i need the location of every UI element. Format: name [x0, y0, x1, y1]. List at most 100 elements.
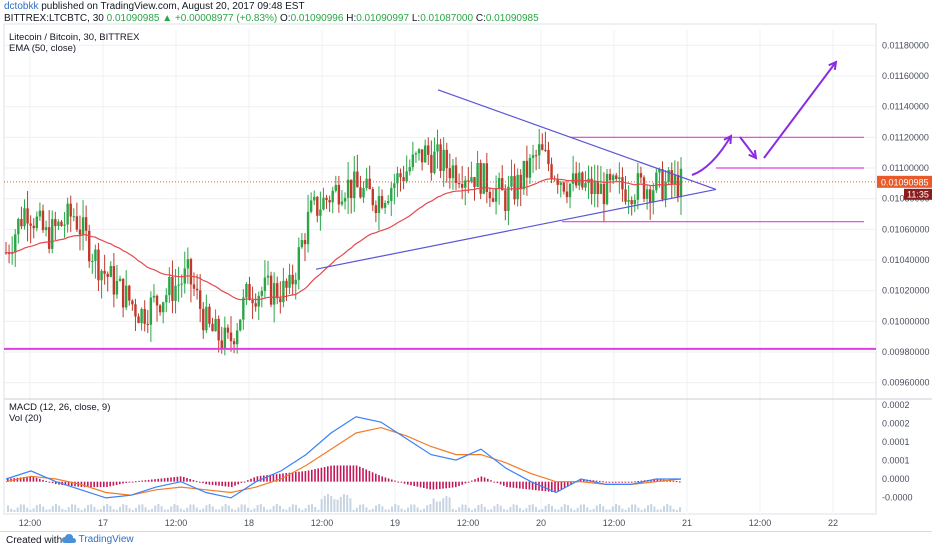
- histogram-bar: [506, 481, 508, 488]
- candle-body: [100, 270, 103, 281]
- volume-bar: [384, 509, 387, 512]
- histogram-bar: [141, 480, 143, 482]
- volume-bar: [205, 505, 208, 512]
- candle-body: [263, 277, 267, 291]
- chart-frame: [3, 23, 877, 515]
- histogram-bar: [439, 481, 441, 489]
- histogram-bar: [413, 481, 415, 486]
- candle: [488, 187, 492, 207]
- candle: [393, 173, 396, 205]
- time-tick-label: 12:00: [749, 518, 772, 528]
- histogram-bar: [375, 473, 377, 482]
- volume-bar: [67, 507, 70, 512]
- candle-body: [571, 173, 575, 184]
- candle-body: [125, 285, 128, 308]
- candle: [309, 192, 313, 214]
- candle: [263, 260, 267, 298]
- volume-bar: [35, 505, 38, 512]
- trading-chart[interactable]: 0.01180000 0.01160000 0.01140000 0.01120000…: [0, 0, 932, 531]
- candle-body: [423, 145, 427, 163]
- volume-bar: [403, 509, 406, 512]
- volume-bar: [432, 498, 435, 512]
- candle-body: [488, 191, 492, 199]
- volume-bar: [39, 504, 41, 512]
- histogram-bar: [615, 481, 617, 483]
- publish-text: published on TradingView.com, August 20,…: [41, 1, 305, 12]
- macd-title: MACD (12, 26, close, 9): [9, 402, 110, 413]
- price-tick-label: 0.01040000: [882, 255, 930, 265]
- candle-body: [615, 175, 618, 180]
- candle-body: [297, 247, 301, 280]
- histogram-bar: [122, 481, 124, 484]
- candle-body: [26, 208, 29, 224]
- candle-body: [627, 200, 630, 202]
- volume-bar: [416, 507, 419, 512]
- ema-line: [6, 178, 682, 301]
- time-tick-label: 21: [682, 518, 692, 528]
- candle: [155, 294, 159, 322]
- candle: [88, 224, 91, 268]
- histogram-bar: [407, 481, 409, 485]
- histogram-bar: [199, 481, 201, 483]
- histogram-bar: [323, 467, 326, 482]
- candle-body: [20, 219, 23, 227]
- histogram-bar: [247, 480, 249, 482]
- arrow-3: [763, 61, 837, 159]
- candle: [297, 237, 301, 290]
- candle: [652, 182, 655, 215]
- volume-bar: [26, 507, 29, 512]
- time-tick-label: 12:00: [603, 518, 626, 528]
- histogram-bar: [106, 481, 108, 488]
- histogram-bar: [531, 481, 534, 490]
- volume-bar: [461, 504, 464, 512]
- candle: [374, 200, 378, 223]
- candle-body: [60, 221, 63, 226]
- histogram-bar: [157, 478, 159, 482]
- histogram-bar: [103, 481, 105, 488]
- last-price: 0.01090985: [106, 13, 160, 24]
- volume-bar: [618, 505, 621, 512]
- author-name[interactable]: dctobkk: [4, 1, 39, 12]
- volume-bar: [480, 504, 483, 512]
- volume-bar: [138, 504, 141, 512]
- candle: [467, 167, 470, 194]
- volume-bar: [397, 505, 400, 512]
- candle: [331, 186, 334, 214]
- volume-bar: [557, 509, 560, 512]
- volume-bar: [51, 506, 54, 512]
- histogram-bar: [640, 480, 643, 482]
- histogram-bar: [48, 481, 51, 483]
- candle-body: [371, 189, 374, 206]
- volume-bar: [218, 509, 221, 512]
- volume-bar: [599, 504, 601, 512]
- candle-body: [81, 217, 85, 235]
- histogram-bar: [295, 472, 297, 482]
- candle: [655, 168, 658, 193]
- volume-bar: [531, 504, 534, 512]
- volume-bar: [429, 504, 432, 512]
- histogram-bar: [522, 481, 524, 489]
- histogram-bar: [237, 481, 239, 485]
- histogram-bar: [288, 472, 291, 482]
- candle-body: [257, 295, 260, 307]
- volume-bar: [371, 508, 374, 512]
- candle-body: [584, 183, 587, 188]
- candle: [248, 276, 251, 301]
- volume-bar: [154, 505, 157, 512]
- histogram-bar: [656, 479, 659, 482]
- volume-bar: [259, 504, 262, 512]
- candle: [189, 257, 193, 303]
- histogram-bar: [423, 481, 425, 489]
- tradingview-logo[interactable]: TradingView: [62, 534, 134, 545]
- volume-bar: [16, 507, 19, 512]
- candle-body: [436, 144, 439, 152]
- volume-bar: [208, 504, 211, 512]
- candle-body: [362, 188, 365, 198]
- candle-body: [648, 189, 652, 203]
- candle-body: [121, 278, 125, 308]
- candle: [60, 220, 63, 227]
- candle: [226, 324, 230, 339]
- histogram-bar: [317, 468, 319, 482]
- volume-bar: [314, 507, 317, 512]
- histogram-bar: [535, 481, 537, 491]
